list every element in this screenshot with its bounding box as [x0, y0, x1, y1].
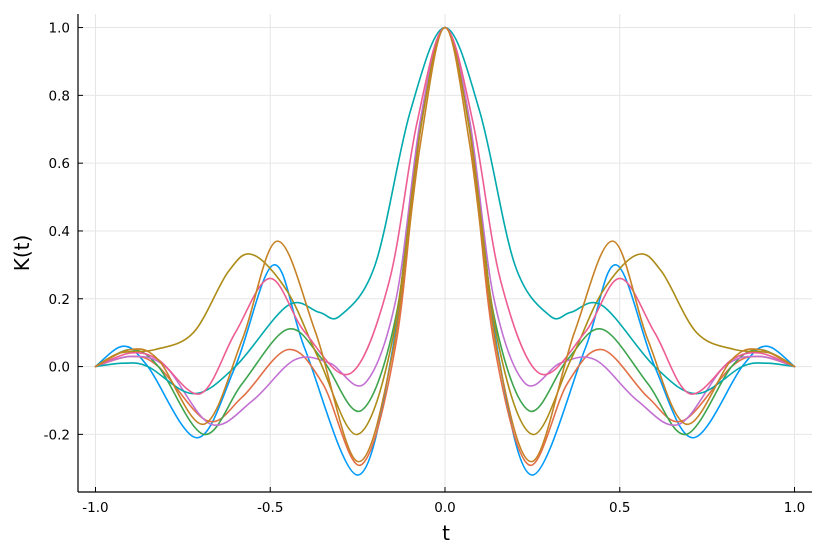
y-tick-label: -0.2: [44, 427, 70, 443]
y-tick-label: 0.2: [49, 292, 70, 308]
x-tick-label: 0.5: [609, 500, 630, 516]
y-axis-title: K(t): [10, 235, 34, 272]
y-tick-label: 1.0: [49, 21, 70, 37]
y-tick-label: 0.0: [49, 360, 70, 376]
ticks: -1.0 -0.5 0.0 0.5 1.0 -0.2 0.0 0.2 0.4 0.6 0.8 1.0: [44, 21, 806, 516]
x-tick-label: -1.0: [82, 500, 108, 516]
series-line-8: [94, 26, 796, 463]
x-tick-label: 1.0: [784, 500, 805, 516]
y-tick-label: 0.8: [49, 88, 70, 104]
y-tick-label: 0.4: [49, 224, 70, 240]
x-axis-title: t: [442, 521, 450, 545]
series-group: [94, 26, 796, 476]
y-tick-label: 0.6: [49, 156, 70, 172]
x-tick-label: 0.0: [434, 500, 455, 516]
x-tick-label: -0.5: [257, 500, 283, 516]
grid: [78, 14, 812, 492]
